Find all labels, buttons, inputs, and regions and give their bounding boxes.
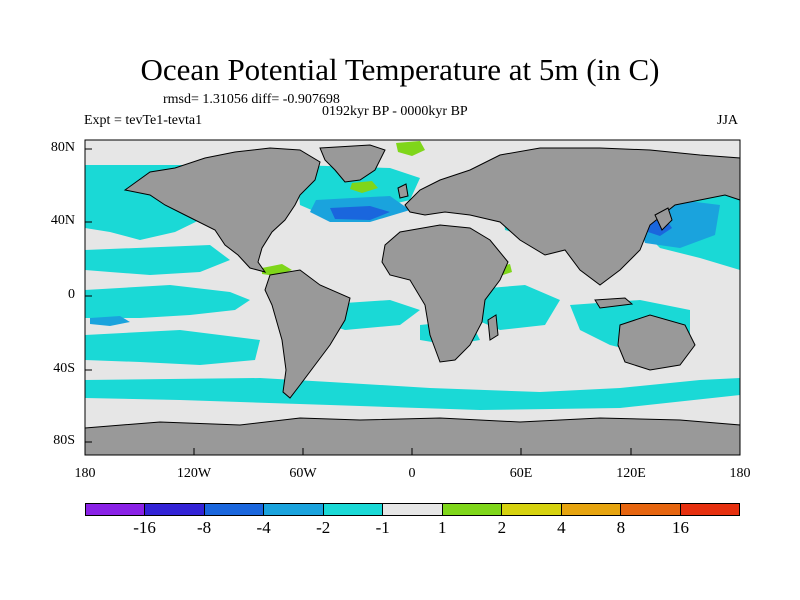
cooling-patches-strong — [330, 206, 672, 236]
colorbar-box — [383, 504, 443, 515]
colorbar-label: 16 — [671, 518, 689, 537]
colorbar-label: 4 — [557, 518, 566, 537]
colorbar-label: -8 — [196, 518, 212, 537]
lon-label-120e: 120E — [616, 466, 646, 481]
lon-label-60e: 60E — [509, 466, 533, 481]
colorbar-box — [264, 504, 324, 515]
colorbar-label: 1 — [438, 518, 447, 537]
rmsd-diff-stats: rmsd= 1.31056 diff= -0.907698 — [163, 92, 340, 107]
colorbar-label: 8 — [616, 518, 626, 537]
lat-label-80n: 80N — [50, 140, 75, 155]
colorbar-box — [323, 504, 384, 515]
lon-label-120w: 120W — [176, 466, 212, 481]
experiment-label: Expt = tevTe1-tevta1 — [84, 113, 203, 128]
colorbar-label: -16 — [133, 518, 156, 537]
lat-ticks — [85, 148, 92, 443]
colorbar-label: -4 — [256, 518, 271, 537]
lat-label-equator: 0 — [68, 287, 75, 302]
lon-label-60w: 60W — [289, 466, 317, 481]
colorbar-label: -1 — [375, 518, 390, 537]
colorbar-box — [442, 504, 503, 515]
lon-label-180e: 180 — [729, 466, 751, 481]
lon-ticks — [84, 448, 741, 455]
colorbar-box — [204, 504, 265, 515]
colorbar-box — [621, 504, 681, 515]
lon-label-180w: 180 — [74, 466, 96, 481]
colorbar-box — [145, 504, 205, 515]
season-label: JJA — [717, 113, 739, 128]
colorbar-label: -2 — [316, 518, 331, 537]
colorbar-label: 2 — [497, 518, 507, 537]
lat-label-80s: 80S — [53, 433, 75, 448]
lat-label-40s: 40S — [53, 361, 75, 376]
land-masses — [84, 144, 741, 456]
colorbar-box — [561, 504, 622, 515]
map-title: Ocean Potential Temperature at 5m (in C) — [140, 52, 660, 87]
colorbar-box — [86, 504, 146, 515]
time-period-label: 0192kyr BP - 0000kyr BP — [322, 104, 468, 119]
lat-label-40n: 40N — [50, 213, 75, 228]
colorbar-box — [502, 504, 562, 515]
colorbar — [85, 503, 740, 516]
lon-label-0: 0 — [408, 466, 416, 481]
colorbar-box — [680, 504, 739, 515]
